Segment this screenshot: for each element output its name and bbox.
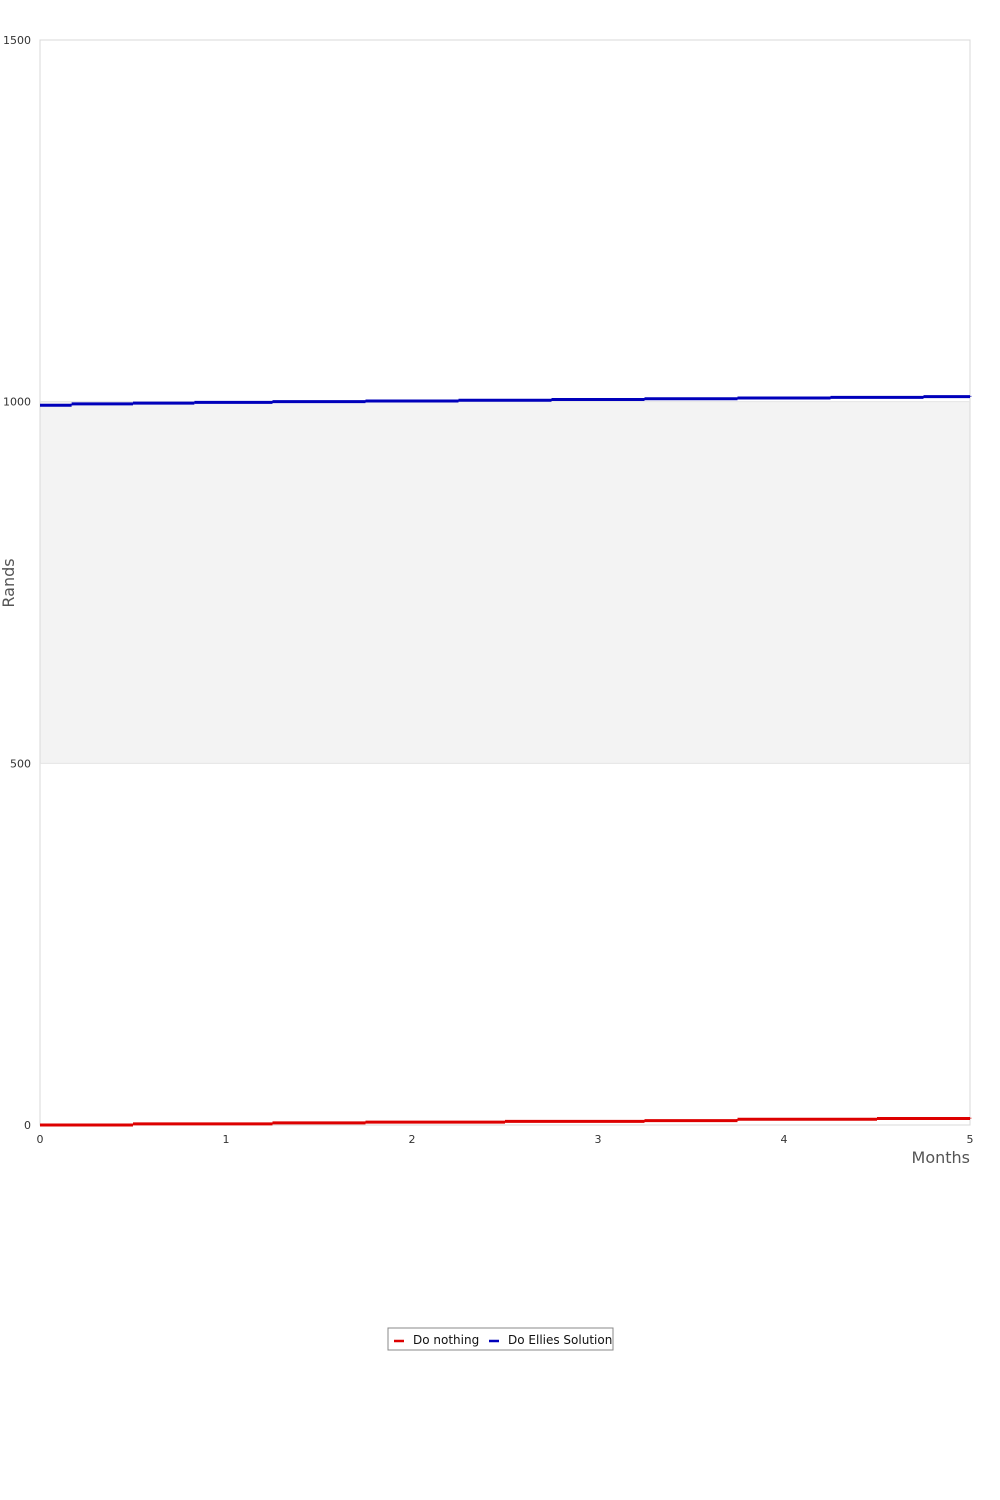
legend-label-do-nothing: Do nothing xyxy=(413,1333,479,1347)
x-axis-ticks: 0 1 2 3 4 5 xyxy=(37,1133,974,1146)
series-do-nothing xyxy=(40,1116,972,1127)
x-tick-label: 0 xyxy=(37,1133,44,1146)
x-axis-title: Months xyxy=(912,1148,970,1167)
x-tick-label: 2 xyxy=(409,1133,416,1146)
y-axis-ticks: 0 500 1000 1500 xyxy=(3,34,31,1132)
x-tick-label: 1 xyxy=(223,1133,230,1146)
plot-band-shaded xyxy=(40,401,970,764)
y-tick-label: 500 xyxy=(10,757,31,770)
plot-area-border xyxy=(39,39,971,1126)
x-tick-label: 3 xyxy=(595,1133,602,1146)
legend: Do nothing Do Ellies Solution xyxy=(387,1327,614,1351)
legend-box xyxy=(387,1327,614,1351)
x-tick-label: 4 xyxy=(781,1133,788,1146)
y-tick-label: 0 xyxy=(24,1119,31,1132)
y-tick-label: 1000 xyxy=(3,396,31,409)
y-tick-label: 1500 xyxy=(3,34,31,47)
x-tick-label: 5 xyxy=(967,1133,974,1146)
legend-label-do-ellies-solution: Do Ellies Solution xyxy=(508,1333,612,1347)
series-layer xyxy=(40,395,972,1127)
y-axis-title: Rands xyxy=(0,558,18,607)
series-do-ellies-solution xyxy=(40,395,972,407)
